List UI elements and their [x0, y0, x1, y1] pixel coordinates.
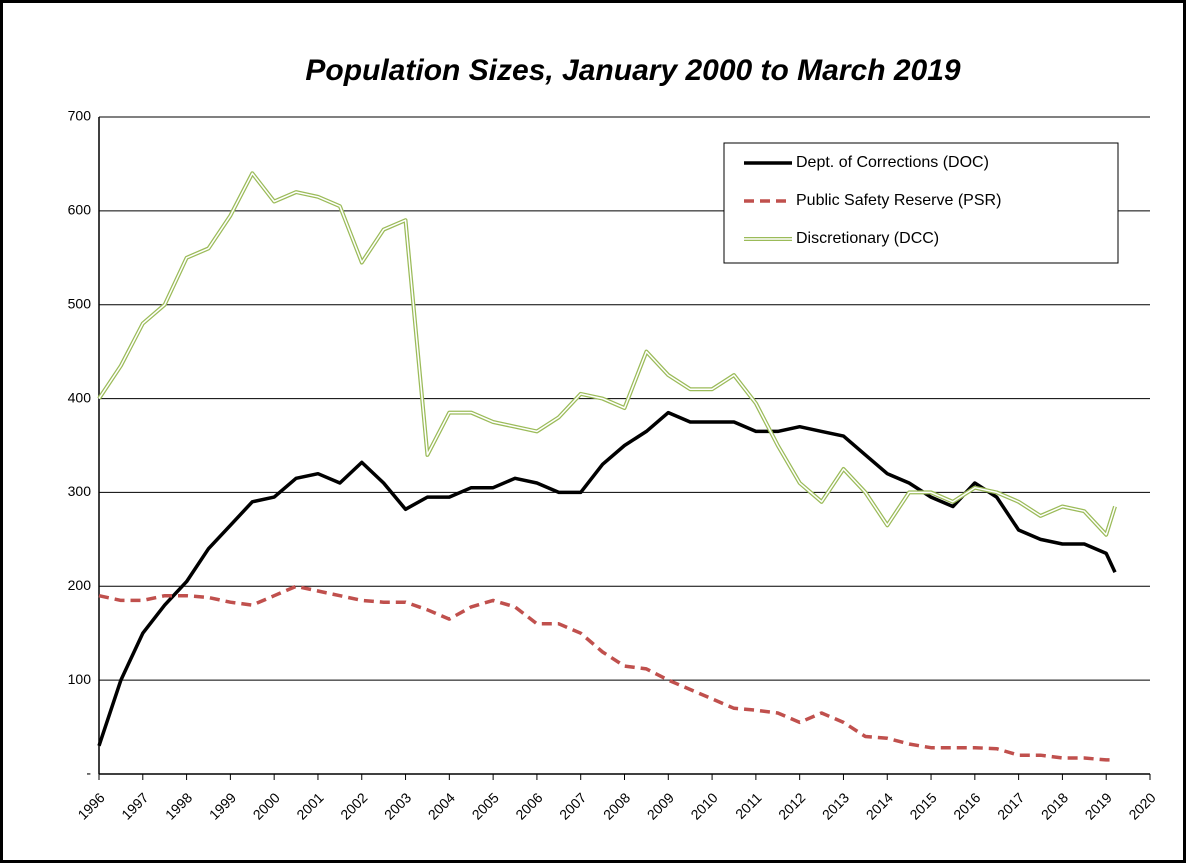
y-tick-label: - — [86, 765, 91, 781]
legend-label: Discretionary (DCC) — [796, 230, 939, 247]
y-tick-label: 500 — [68, 295, 92, 311]
series-line — [97, 410, 1117, 747]
legend-label: Dept. of Corrections (DOC) — [796, 154, 989, 171]
series-line-inner — [98, 172, 1116, 536]
legend-label: Public Safety Reserve (PSR) — [796, 192, 1001, 209]
series-line — [98, 584, 1115, 762]
y-tick-label: 600 — [68, 202, 92, 218]
y-tick-label: 100 — [68, 671, 92, 687]
y-tick-label: 400 — [68, 389, 92, 405]
y-tick-label: 300 — [68, 483, 92, 499]
y-tick-label: 700 — [68, 108, 92, 124]
chart-title: Population Sizes, January 2000 to March … — [305, 54, 961, 87]
y-tick-label: 200 — [68, 577, 92, 593]
